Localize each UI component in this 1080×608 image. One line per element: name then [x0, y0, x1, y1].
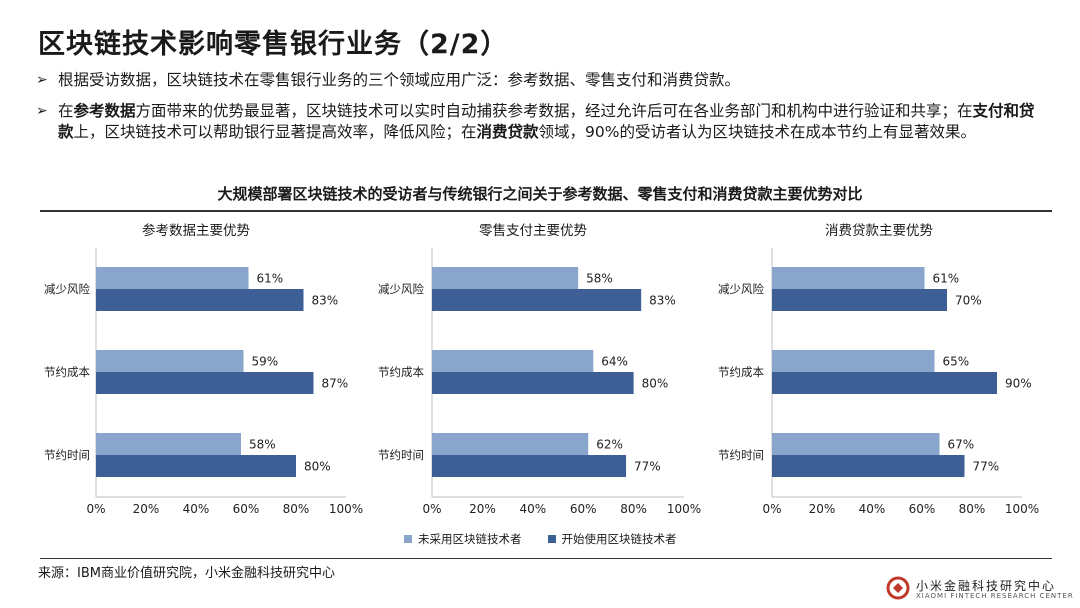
bar: [96, 433, 241, 455]
tick-label: 100%: [1005, 502, 1039, 516]
tick-label: 100%: [329, 502, 363, 516]
data-label: 80%: [642, 377, 669, 391]
bullet-item-1: ➢ 根据受访数据，区块链技术在零售银行业务的三个领域应用广泛：参考数据、零售支付…: [36, 70, 1046, 91]
logo: 小米金融科技研究中心 XIAOMI FINTECH RESEARCH CENTE…: [886, 574, 1076, 602]
data-label: 70%: [955, 294, 982, 308]
data-label: 90%: [1005, 377, 1032, 391]
category-label: 节约时间: [718, 448, 764, 462]
tick-label: 80%: [283, 502, 310, 516]
bar: [96, 350, 244, 372]
bar: [432, 350, 594, 372]
bar: [432, 267, 579, 289]
bar: [96, 289, 304, 311]
category-label: 节约成本: [378, 365, 424, 379]
bullet-text-1: 根据受访数据，区块链技术在零售银行业务的三个领域应用广泛：参考数据、零售支付和消…: [58, 71, 741, 89]
page-title: 区块链技术影响零售银行业务（2/2）: [38, 29, 509, 60]
bullet-strong-2: 支付和贷款: [58, 102, 1035, 141]
tick-label: 0%: [86, 502, 105, 516]
data-label: 80%: [304, 460, 331, 474]
arrow-bullet-icon: ➢: [36, 72, 48, 88]
legend-item-unadopted: 未采用区块链技术者: [404, 531, 522, 547]
bullet-text-2b: 方面带来的优势最显著，区块链技术可以实时自动捕获参考数据，经过允许后可在各业务部…: [135, 102, 973, 120]
bar: [432, 289, 642, 311]
bar: [772, 350, 935, 372]
category-label: 节约时间: [378, 448, 424, 462]
bullet-strong-1: 参考数据: [73, 102, 136, 120]
logo-text-en: XIAOMI FINTECH RESEARCH CENTER: [916, 592, 1074, 600]
bar: [432, 372, 634, 394]
logo-text-cn: 小米金融科技研究中心: [916, 579, 1057, 593]
bar: [432, 433, 589, 455]
chart-title: 消费贷款主要优势: [825, 223, 933, 239]
tick-label: 60%: [909, 502, 936, 516]
bar: [772, 267, 925, 289]
data-label: 62%: [596, 438, 623, 452]
source-note: 来源：IBM商业价值研究院，小米金融科技研究中心: [38, 566, 335, 581]
tick-label: 80%: [620, 502, 647, 516]
category-label: 减少风险: [378, 282, 424, 296]
bar: [96, 372, 314, 394]
chart-legend: 未采用区块链技术者 开始使用区块链技术者: [404, 531, 677, 547]
legend-item-adopted: 开始使用区块链技术者: [547, 531, 677, 547]
chart-title: 零售支付主要优势: [479, 223, 587, 239]
legend-swatch-unadopted: [404, 535, 412, 543]
chart-header: 大规模部署区块链技术的受访者与传统银行之间关于参考数据、零售支付和消费贷款主要优…: [217, 185, 863, 203]
bullet-list: ➢ 根据受访数据，区块链技术在零售银行业务的三个领域应用广泛：参考数据、零售支付…: [36, 70, 1046, 153]
chart-title: 参考数据主要优势: [142, 222, 250, 239]
tick-label: 0%: [422, 502, 441, 516]
bar: [96, 267, 249, 289]
data-label: 87%: [322, 377, 349, 391]
tick-label: 60%: [233, 502, 260, 516]
tick-label: 80%: [959, 502, 986, 516]
bullet-text-2a: 在: [58, 102, 74, 120]
bar: [772, 372, 997, 394]
data-label: 77%: [634, 460, 661, 474]
tick-label: 60%: [570, 502, 597, 516]
bullet-text-2c: 上，区块链技术可以帮助银行显著提高效率，降低风险；在: [73, 123, 477, 141]
tick-label: 100%: [667, 502, 701, 516]
tick-label: 40%: [519, 502, 546, 516]
data-label: 58%: [586, 272, 613, 286]
tick-label: 0%: [762, 502, 781, 516]
data-label: 58%: [249, 438, 276, 452]
arrow-bullet-icon: ➢: [36, 103, 48, 119]
category-label: 节约成本: [718, 365, 764, 379]
bar: [772, 433, 940, 455]
category-label: 节约成本: [44, 365, 90, 379]
tick-label: 20%: [133, 502, 160, 516]
data-label: 65%: [943, 355, 970, 369]
bullet-text-2d: 领域，90%的受访者认为区块链技术在成本节约上有显著效果。: [538, 123, 977, 141]
data-label: 77%: [973, 460, 1000, 474]
category-label: 节约时间: [44, 448, 90, 462]
category-label: 减少风险: [718, 282, 764, 296]
data-label: 61%: [257, 272, 284, 286]
legend-swatch-adopted: [547, 535, 556, 543]
logo-mark-icon: [886, 576, 910, 600]
legend-label-unadopted: 未采用区块链技术者: [418, 532, 522, 546]
bar: [772, 455, 965, 477]
data-label: 83%: [312, 294, 339, 308]
chart-header-divider: [40, 210, 1052, 212]
bar: [772, 289, 947, 311]
data-label: 83%: [649, 294, 676, 308]
data-label: 67%: [948, 438, 975, 452]
bar: [96, 455, 296, 477]
category-label: 减少风险: [44, 282, 90, 296]
bar: [432, 455, 627, 477]
bullet-item-2: ➢ 在参考数据方面带来的优势最显著，区块链技术可以实时自动捕获参考数据，经过允许…: [36, 101, 1046, 143]
data-label: 64%: [601, 355, 628, 369]
tick-label: 40%: [183, 502, 210, 516]
bullet-strong-3: 消费贷款: [476, 123, 539, 141]
data-label: 61%: [933, 272, 960, 286]
tick-label: 40%: [859, 502, 886, 516]
footer-divider: [40, 558, 1052, 559]
tick-label: 20%: [809, 502, 836, 516]
tick-label: 20%: [469, 502, 496, 516]
legend-label-adopted: 开始使用区块链技术者: [561, 532, 677, 546]
data-label: 59%: [252, 355, 279, 369]
